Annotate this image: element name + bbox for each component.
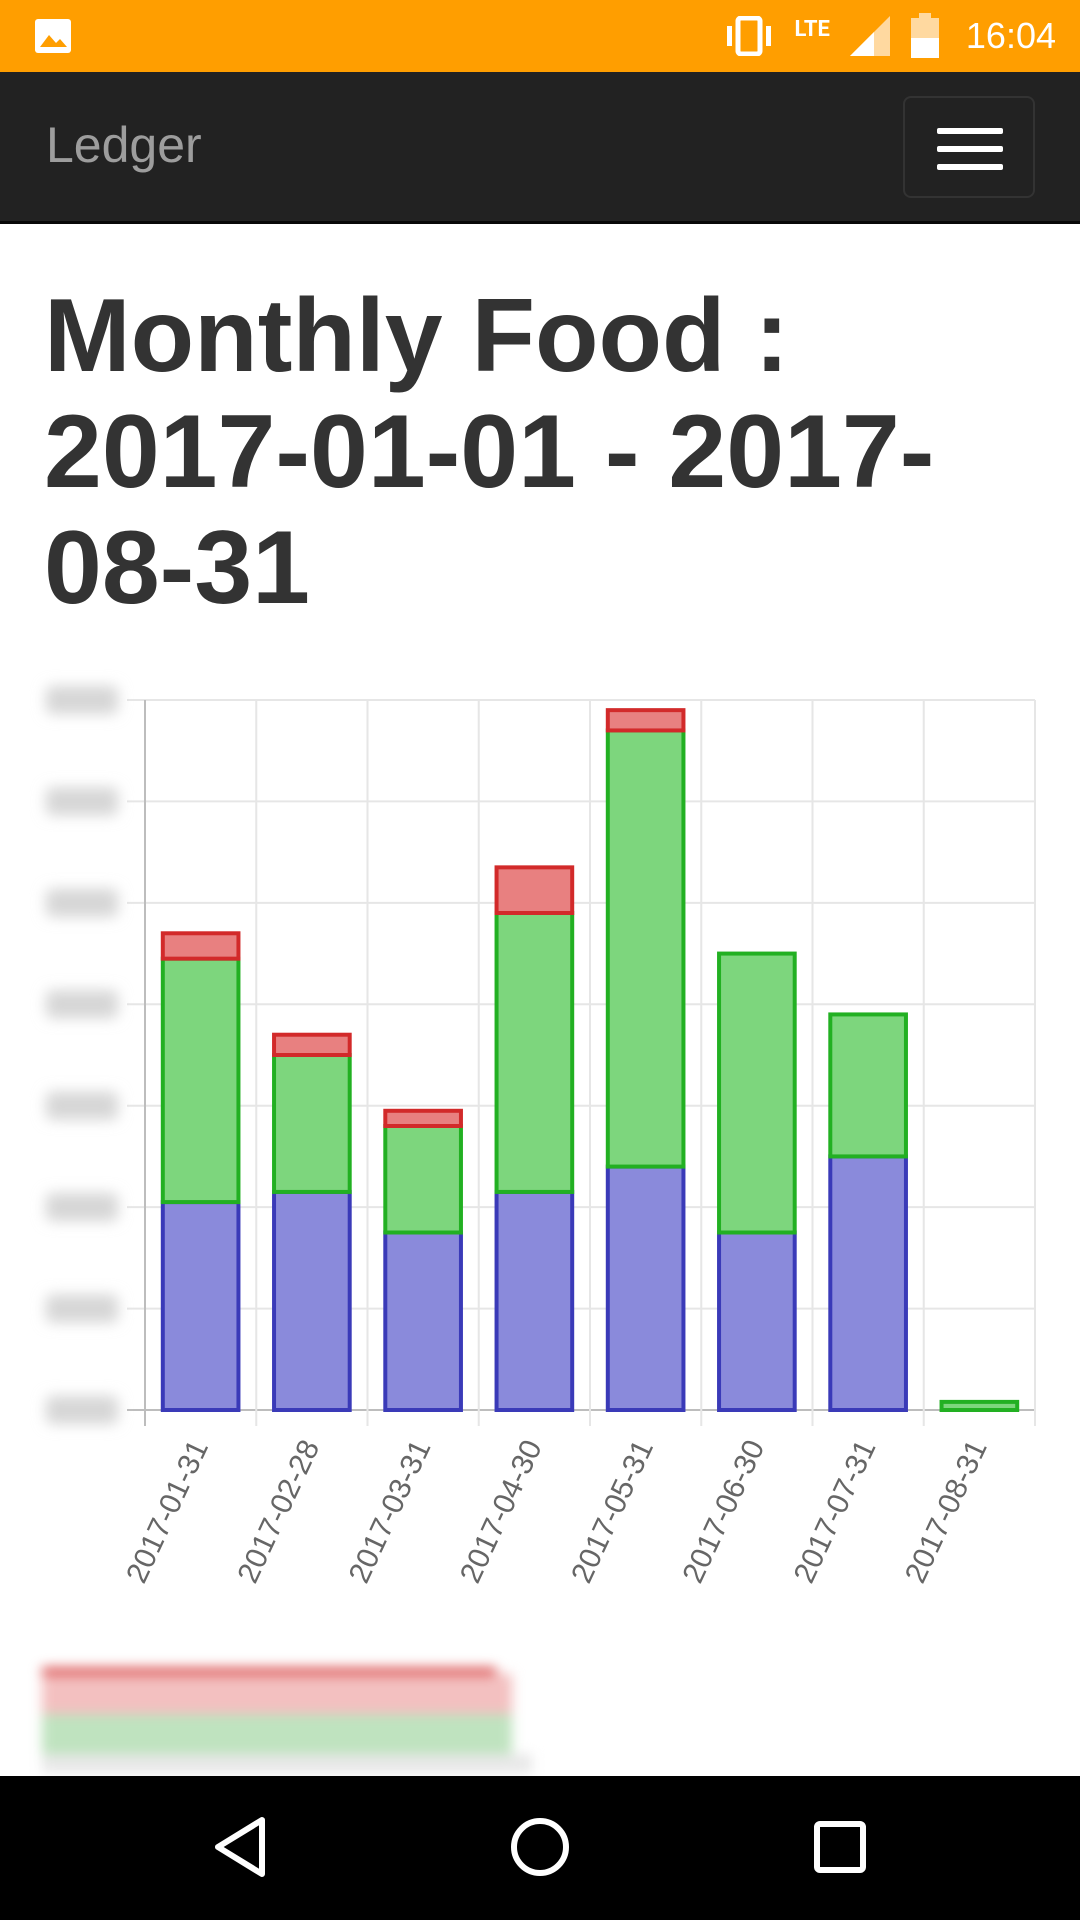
- bar-segment: [494, 865, 575, 916]
- bar-segment: [272, 1053, 352, 1194]
- x-tick-label: 2017-02-28: [231, 1435, 326, 1588]
- bar-segment: [272, 1032, 352, 1058]
- y-tick-label-blurred: [46, 888, 118, 917]
- y-tick-label-blurred: [46, 787, 118, 816]
- bar-segment: [494, 911, 575, 1194]
- x-tick-label: 2017-01-31: [120, 1435, 215, 1588]
- network-type-label: LTE: [794, 16, 830, 42]
- x-tick-label: 2017-05-31: [565, 1435, 660, 1588]
- clock: 16:04: [965, 15, 1056, 56]
- bar-segment: [717, 951, 797, 1235]
- bar-segment: [383, 1230, 463, 1412]
- battery-icon: [910, 13, 939, 58]
- y-tick-label-blurred: [46, 1294, 118, 1323]
- bar-segment: [939, 1399, 1020, 1413]
- y-tick-label-blurred: [46, 990, 118, 1019]
- bar-segment: [605, 708, 686, 733]
- bar-segment: [717, 1230, 797, 1412]
- x-tick-label: 2017-08-31: [899, 1435, 994, 1588]
- x-tick-label: 2017-06-30: [676, 1435, 771, 1588]
- recents-icon[interactable]: [810, 1814, 870, 1880]
- x-tick-label: 2017-04-30: [454, 1435, 549, 1588]
- system-navigation-bar: [0, 1776, 1080, 1920]
- x-tick-label: 2017-03-31: [343, 1435, 438, 1588]
- y-tick-label-blurred: [46, 1396, 118, 1424]
- back-icon[interactable]: [210, 1814, 270, 1880]
- bar-segment: [272, 1189, 352, 1413]
- bar-segment: [828, 1154, 908, 1412]
- bar-segment: [383, 1124, 463, 1235]
- bar-segment: [383, 1108, 463, 1128]
- bar-segment: [605, 1164, 686, 1413]
- y-tick-label-blurred: [46, 686, 118, 714]
- bar-segment: [160, 956, 241, 1205]
- page-title: Monthly Food : 2017-01-01 - 2017-08-31: [44, 278, 935, 626]
- x-tick-label: 2017-07-31: [788, 1435, 883, 1588]
- bar-segment: [828, 1012, 908, 1159]
- y-tick-label-blurred: [46, 1091, 118, 1120]
- bar-segment: [494, 1189, 575, 1413]
- home-icon[interactable]: [510, 1814, 570, 1880]
- status-bar: LTE 16:04: [0, 0, 1080, 72]
- bar-segment: [160, 931, 241, 961]
- y-tick-label-blurred: [46, 1193, 118, 1222]
- bar-segment: [160, 1200, 241, 1412]
- navbar: Ledger: [0, 72, 1080, 224]
- vibrate-icon: [727, 16, 772, 56]
- brand-link[interactable]: Ledger: [46, 117, 202, 173]
- signal-icon: [849, 16, 890, 56]
- hamburger-menu-icon[interactable]: [903, 96, 1035, 198]
- gallery-icon: [35, 19, 71, 53]
- bar-segment: [605, 728, 686, 1169]
- stacked-bar-chart: 2017-01-31 2017-02-28 2017-03-31 2017-04-30…: [46, 686, 1036, 1588]
- chart-legend-blurred: [42, 1668, 532, 1773]
